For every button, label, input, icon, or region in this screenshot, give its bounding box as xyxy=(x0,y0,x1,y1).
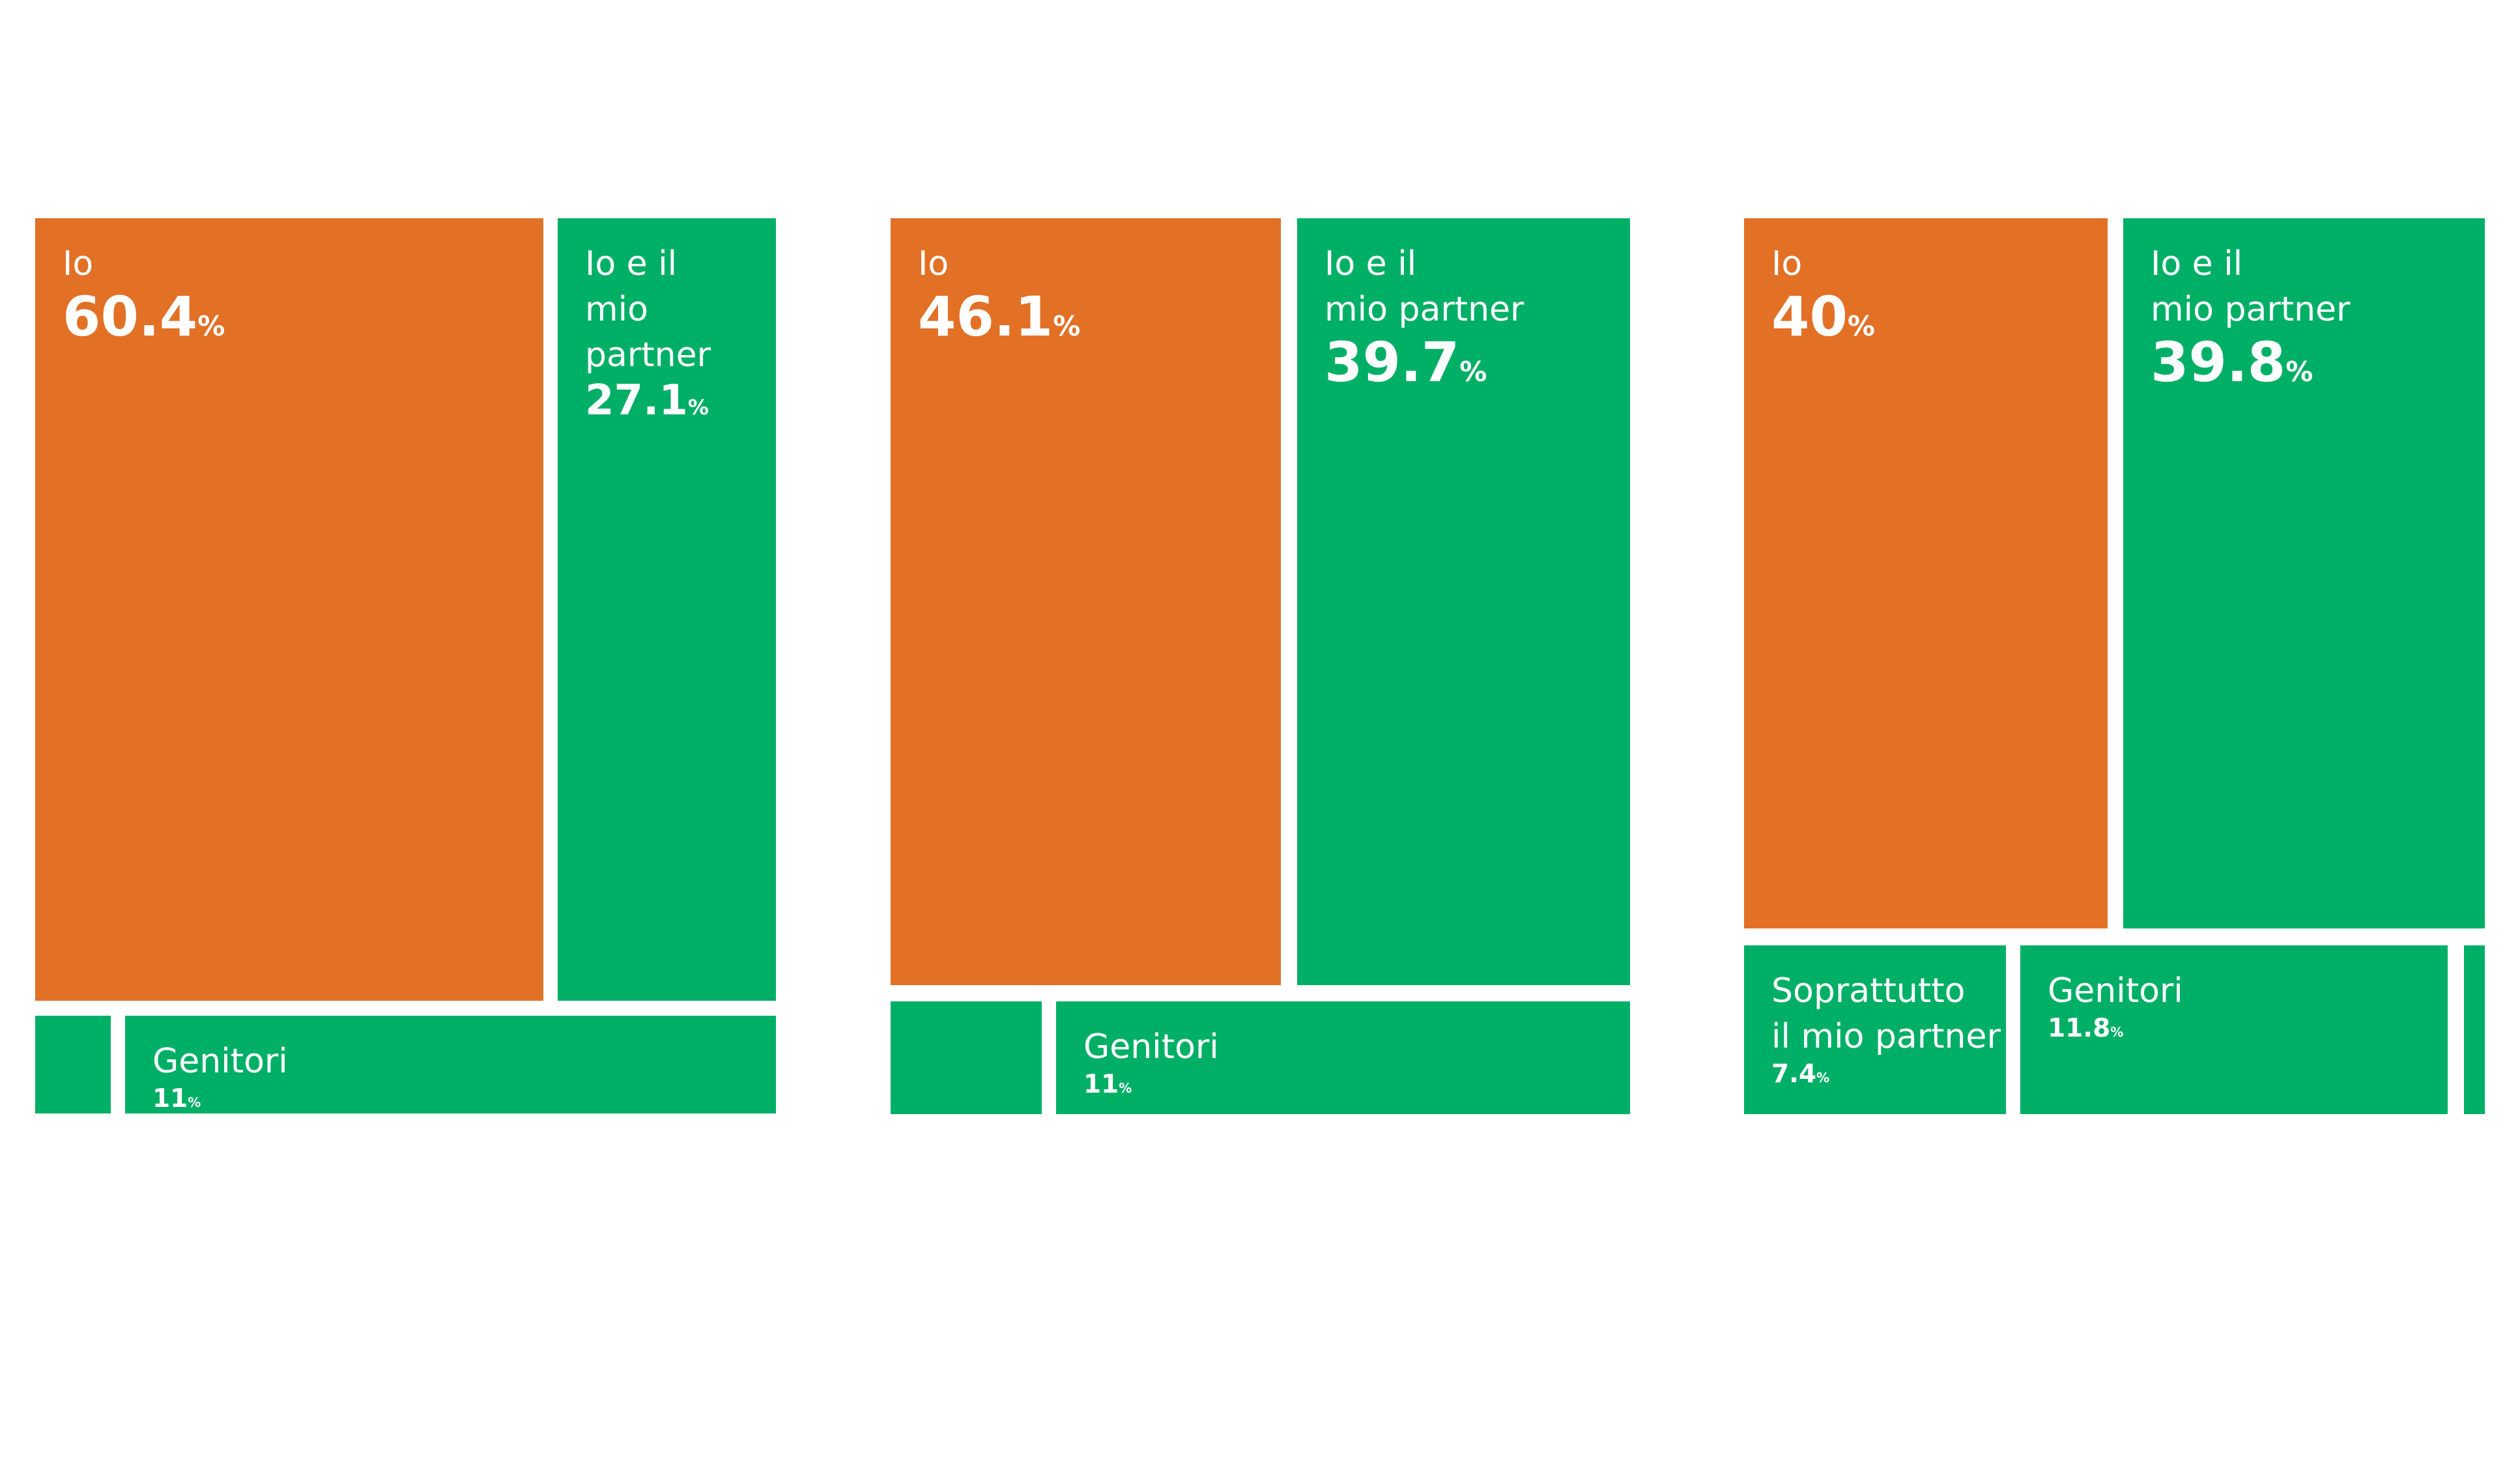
treemap-cell: Io 60.4% xyxy=(35,218,543,1001)
value-number: 60.4 xyxy=(63,285,198,349)
treemap-cell: Io e il mio partner 39.7% xyxy=(1297,218,1630,985)
cell-label: Io xyxy=(63,244,94,283)
value-unit: % xyxy=(1053,310,1081,342)
cell-label: Soprattutto il mio partner xyxy=(1771,971,2001,1056)
value-number: 40 xyxy=(1771,285,1848,349)
treemap-cell xyxy=(891,1001,1042,1114)
value-number: 27.1 xyxy=(585,377,688,425)
cell-value: 39.7% xyxy=(1324,334,1524,401)
treemap-cell: Genitori 11% xyxy=(125,1016,776,1113)
value-unit: % xyxy=(1816,1070,1830,1085)
treemap-cell: Io e il mio partner 39.8% xyxy=(2123,218,2485,928)
cell-value: 46.1% xyxy=(918,288,1080,355)
treemap-cell: Io 46.1% xyxy=(891,218,1281,985)
treemap-cell: Io e il mio partner 27.1% xyxy=(558,218,776,1001)
cell-label: Io e il mio partner xyxy=(2151,244,2351,329)
treemap-cell xyxy=(35,1016,111,1113)
cell-value: 60.4% xyxy=(63,288,225,355)
cell-label: Io e il mio partner xyxy=(585,244,711,375)
value-unit: % xyxy=(188,1095,201,1110)
treemap-cell: Soprattutto il mio partner 7.4% xyxy=(1744,945,2006,1114)
value-number: 39.7 xyxy=(1324,330,1460,394)
value-number: 7.4 xyxy=(1771,1059,1817,1089)
value-number: 39.8 xyxy=(2151,330,2286,394)
cell-label: Io xyxy=(918,244,949,283)
value-number: 11 xyxy=(1083,1070,1119,1099)
value-unit: % xyxy=(1119,1080,1132,1096)
treemap-cell: Genitori 11.8% xyxy=(2020,945,2448,1114)
treemap-cell: Genitori 11% xyxy=(1056,1001,1630,1114)
cell-label: Genitori xyxy=(152,1042,288,1081)
cell-value: 11.8% xyxy=(2048,1015,2183,1046)
value-unit: % xyxy=(687,395,709,420)
value-unit: % xyxy=(2110,1024,2124,1040)
value-unit: % xyxy=(1459,356,1487,388)
cell-value: 40% xyxy=(1771,288,1875,355)
cell-value: 11% xyxy=(1083,1071,1219,1102)
cell-value: 11% xyxy=(152,1085,288,1116)
value-unit: % xyxy=(1847,310,1875,342)
value-number: 46.1 xyxy=(918,285,1053,349)
cell-label: Io e il mio partner xyxy=(1324,244,1525,329)
cell-label: Genitori xyxy=(1083,1027,1219,1067)
cell-label: Io xyxy=(1771,244,1803,283)
treemap-cell xyxy=(2464,945,2485,1114)
cell-value: 39.8% xyxy=(2151,334,2350,401)
value-unit: % xyxy=(197,310,225,342)
value-unit: % xyxy=(2285,356,2313,388)
treemap-cell: Io 40% xyxy=(1744,218,2108,928)
cell-label: Genitori xyxy=(2048,971,2183,1011)
value-number: 11.8 xyxy=(2048,1014,2111,1043)
value-number: 11 xyxy=(152,1084,188,1113)
cell-value: 7.4% xyxy=(1771,1061,2001,1091)
cell-value: 27.1% xyxy=(585,379,776,429)
